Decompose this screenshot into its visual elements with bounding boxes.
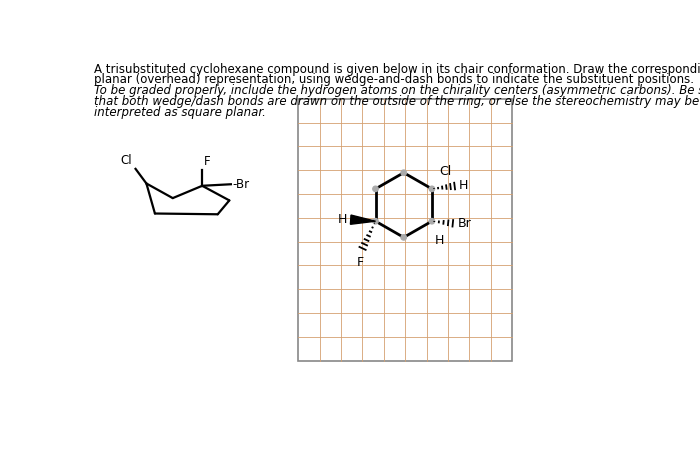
Text: H: H	[338, 213, 348, 226]
Text: A trisubstituted cyclohexane compound is given below in its chair conformation. : A trisubstituted cyclohexane compound is…	[94, 63, 700, 76]
Bar	[298, 99, 512, 361]
Text: Cl: Cl	[120, 153, 132, 166]
Text: interpreted as square planar.: interpreted as square planar.	[94, 106, 265, 119]
Text: F: F	[204, 155, 211, 168]
Text: Cl: Cl	[440, 165, 452, 178]
Text: that both wedge/dash bonds are drawn on the outside of the ring, or else the ste: that both wedge/dash bonds are drawn on …	[94, 95, 699, 108]
Circle shape	[429, 186, 435, 192]
Circle shape	[401, 170, 407, 175]
Circle shape	[373, 219, 378, 224]
Text: Br: Br	[458, 217, 471, 230]
Text: F: F	[356, 256, 363, 269]
Circle shape	[429, 219, 435, 224]
Text: H: H	[435, 234, 444, 247]
Polygon shape	[351, 215, 375, 224]
Text: To be graded properly, include the hydrogen atoms on the chirality centers (asym: To be graded properly, include the hydro…	[94, 84, 700, 97]
Text: planar (overhead) representation, using wedge-and-dash bonds to indicate the sub: planar (overhead) representation, using …	[94, 74, 694, 87]
Circle shape	[401, 235, 407, 240]
Text: -Br: -Br	[232, 178, 250, 191]
Text: H: H	[459, 179, 468, 192]
Circle shape	[373, 186, 378, 192]
